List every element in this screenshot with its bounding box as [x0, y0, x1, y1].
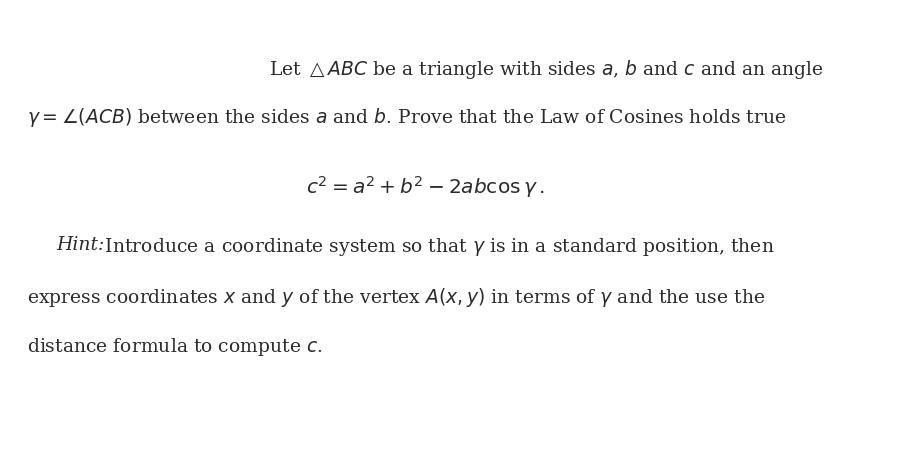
Text: express coordinates $x$ and $y$ of the vertex $A(x,y)$ in terms of $\gamma$ and : express coordinates $x$ and $y$ of the v… — [27, 285, 765, 308]
Text: Hint:: Hint: — [56, 236, 105, 254]
Text: Introduce a coordinate system so that $\gamma$ is in a standard position, then: Introduce a coordinate system so that $\… — [99, 236, 775, 258]
Text: distance formula to compute $c$.: distance formula to compute $c$. — [27, 335, 323, 357]
Text: $\gamma = \angle(ACB)$ between the sides $a$ and $b$. Prove that the Law of Cosi: $\gamma = \angle(ACB)$ between the sides… — [27, 106, 787, 129]
Text: $c^2 = a^2 + b^2 - 2ab\cos\gamma\,.$: $c^2 = a^2 + b^2 - 2ab\cos\gamma\,.$ — [306, 174, 544, 200]
Text: Let $\triangle ABC$ be a triangle with sides $a$, $b$ and $c$ and an angle: Let $\triangle ABC$ be a triangle with s… — [268, 58, 823, 81]
